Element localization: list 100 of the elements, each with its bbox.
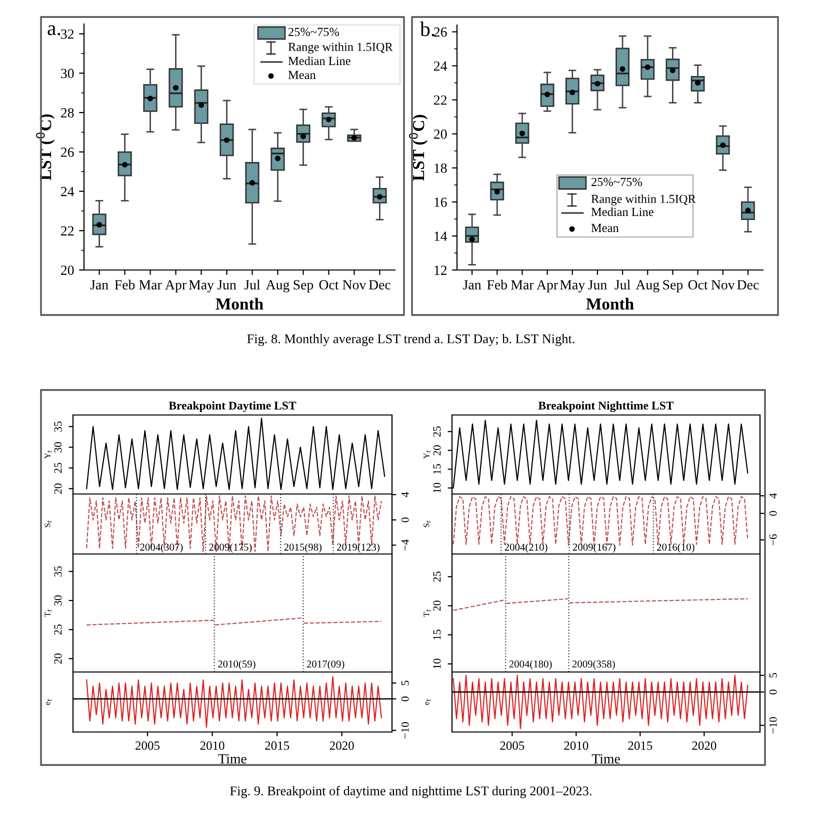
- x-tick-label: May: [560, 280, 586, 292]
- ref-line-label: 2010(59): [218, 660, 256, 670]
- y-tick-label: 20: [61, 266, 74, 275]
- ref-line-label: 2004(180): [509, 660, 552, 670]
- y-tick-label: 30: [61, 68, 74, 78]
- y2-tick-label: 4: [769, 493, 777, 498]
- x-axis-title: Time: [218, 754, 246, 764]
- y-tick-label: 25: [54, 462, 62, 474]
- annotation: Mean: [591, 224, 619, 232]
- y-tick-label: 24: [434, 61, 448, 71]
- y-tick-label: 20: [434, 129, 447, 139]
- x-tick-label: Jan: [90, 280, 108, 290]
- y-tick-label: 25: [433, 572, 441, 582]
- x-tick-label: Jun: [588, 280, 607, 290]
- ref-line-label: 2015(98): [284, 543, 322, 553]
- chart-title: Breakpoint Nighttime LST: [538, 401, 674, 412]
- x-tick-label: May: [188, 280, 214, 292]
- y-tick-label: 18: [434, 164, 447, 173]
- x-tick-label: Mar: [139, 280, 162, 290]
- y-axis-title: S$_{t}$: [424, 520, 431, 528]
- y-axis-title: T$_{t}$: [424, 609, 431, 617]
- x-tick-label: 2010: [564, 741, 588, 750]
- y-tick-label: 22: [61, 226, 74, 236]
- x-tick-label: Jun: [217, 280, 236, 290]
- y-tick-label: 22: [434, 95, 447, 105]
- y-tick-label: 15: [433, 464, 441, 474]
- x-tick-label: 2005: [136, 741, 160, 750]
- x-tick-label: 2015: [265, 741, 290, 750]
- x-tick-label: Jul: [244, 280, 260, 290]
- y-tick-label: 20: [54, 654, 62, 664]
- x-tick-label: 2010: [200, 741, 224, 750]
- x-tick-label: Aug: [636, 280, 660, 292]
- text: a.: [48, 25, 60, 36]
- y-tick-label: 25: [433, 426, 441, 437]
- x-axis-title: Month: [586, 298, 634, 310]
- y2-tick-label: 5: [401, 680, 409, 686]
- y2-tick-label: 5: [769, 672, 777, 678]
- y2-tick-label: 0: [769, 511, 777, 516]
- annotation: Median Line: [288, 56, 350, 66]
- x-tick-label: Nov: [342, 280, 366, 290]
- ref-line-label: 2016(10): [657, 543, 694, 553]
- x-tick-label: Nov: [711, 280, 735, 290]
- line-series: [86, 418, 386, 490]
- ref-line-label: 2004(210): [504, 543, 548, 553]
- y-axis-title: e$_{t}$: [46, 698, 52, 705]
- caption: Fig. 8. Monthly average LST trend a. LST Day; b. LST Night.: [247, 334, 574, 346]
- x-tick-label: Oct: [688, 280, 708, 290]
- caption: Fig. 9. Breakpoint of daytime and nighttime LST during 2001–2023.: [230, 786, 592, 798]
- x-tick-label: Dec: [368, 280, 390, 290]
- annotation: Range within 1.5IQR: [591, 194, 696, 206]
- x-tick-label: Apr: [165, 280, 186, 292]
- y-tick-label: 10: [433, 658, 441, 668]
- x-tick-label: Feb: [114, 280, 135, 290]
- annotation: Mean: [288, 70, 316, 80]
- y-tick-label: 20: [54, 483, 62, 494]
- y-tick-label: 24: [61, 186, 74, 196]
- y2-tick-label: −10: [769, 717, 777, 734]
- y-axis-title: e$_{t}$: [425, 698, 431, 705]
- line-series: [86, 495, 382, 552]
- y-tick-label: 28: [61, 108, 74, 118]
- y-tick-label: 16: [434, 198, 447, 207]
- y2-tick-label: 4: [401, 492, 409, 498]
- ref-line-label: 2019(123): [337, 543, 380, 553]
- x-tick-label: 2015: [628, 741, 652, 750]
- x-axis-title: Time: [592, 754, 620, 764]
- y2-tick-label: 0: [401, 518, 409, 522]
- ref-line-label: 2017(09): [306, 660, 344, 670]
- x-tick-label: Aug: [266, 280, 290, 292]
- ref-line-label: 2009(358): [572, 660, 615, 670]
- annotation: 25%~75%: [592, 178, 642, 186]
- y2-tick-label: −6: [769, 534, 777, 546]
- y-tick-label: 26: [61, 148, 74, 157]
- y-tick-label: 15: [433, 630, 441, 640]
- y-tick-label: 35: [54, 566, 62, 576]
- x-tick-label: Jan: [463, 280, 482, 290]
- x-tick-label: Jul: [614, 280, 630, 290]
- x-tick-label: 2005: [500, 741, 524, 750]
- y2-tick-label: −4: [401, 539, 409, 551]
- y2-tick-label: 0: [769, 690, 777, 694]
- annotation: Median Line: [591, 207, 654, 216]
- x-axis-title: Month: [216, 298, 264, 310]
- x-tick-label: Oct: [319, 280, 339, 290]
- text: b.: [420, 22, 434, 36]
- y-tick-label: 20: [433, 445, 441, 456]
- y-axis-title: Y$_{t}$: [424, 450, 431, 459]
- line-series: [452, 674, 748, 730]
- y-tick-label: 30: [54, 442, 62, 452]
- y2-tick-label: −10: [401, 722, 409, 739]
- x-tick-label: Sep: [294, 280, 314, 292]
- ref-line-label: 2004(307): [140, 543, 183, 553]
- annotation: 25%~75%: [288, 28, 339, 36]
- x-tick-label: Dec: [737, 280, 759, 290]
- y-tick-label: 12: [434, 266, 447, 275]
- y-tick-label: 30: [54, 595, 62, 606]
- annotation: Range within 1.5IQR: [288, 42, 393, 54]
- ref-line-label: 2009(167): [572, 543, 616, 553]
- x-tick-label: Apr: [536, 280, 558, 292]
- y-tick-label: 35: [54, 421, 62, 432]
- y-axis-title: Y$_{t}$: [44, 450, 52, 459]
- y-tick-label: 32: [61, 29, 74, 39]
